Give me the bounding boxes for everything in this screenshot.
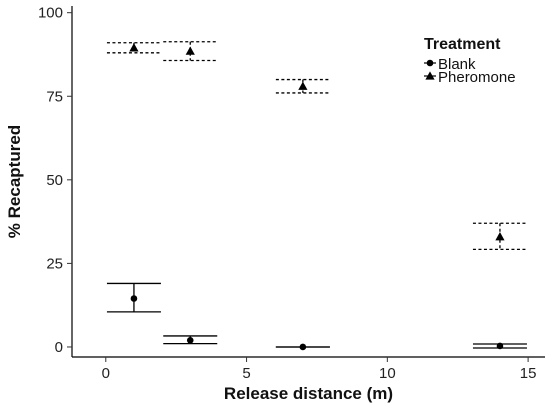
legend-key-pheromone <box>425 71 435 80</box>
legend-label-pheromone: Pheromone <box>438 69 516 86</box>
x-tick-label: 10 <box>379 365 396 382</box>
y-tick-label: 100 <box>38 5 63 22</box>
blank-point <box>299 343 307 351</box>
y-tick-label: 25 <box>46 255 63 272</box>
x-tick-label: 0 <box>102 365 110 382</box>
blank-point <box>130 295 138 302</box>
x-axis-title: Release distance (m) <box>224 384 393 403</box>
legend-title: Treatment <box>424 36 501 53</box>
blank-point <box>496 342 504 350</box>
error-bars <box>106 41 527 349</box>
y-tick-label: 75 <box>46 88 63 105</box>
pheromone-point <box>185 46 195 55</box>
x-tick-label: 15 <box>520 365 537 382</box>
y-axis-title: % Recaptured <box>5 125 24 238</box>
data-markers <box>129 43 505 351</box>
y-tick-label: 0 <box>55 339 63 356</box>
pheromone-point <box>298 81 308 90</box>
legend-key-blank <box>426 59 434 67</box>
legend-label-blank: Blank <box>438 56 476 73</box>
y-tick-label: 50 <box>46 172 63 189</box>
blank-point <box>186 336 194 344</box>
x-tick-label: 5 <box>242 365 250 382</box>
axes: 0 25 50 75 100 0 5 10 15 <box>38 5 545 382</box>
pheromone-point <box>495 232 505 241</box>
pheromone-point <box>129 43 139 52</box>
